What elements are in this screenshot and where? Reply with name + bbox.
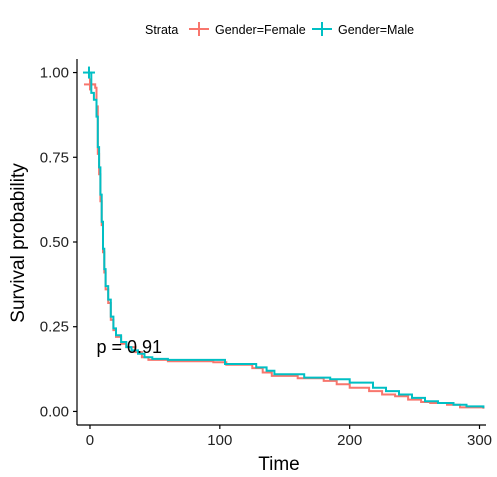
x-tick-label: 200 (337, 432, 362, 449)
x-tick-label: 0 (86, 432, 94, 449)
series-line-female (90, 83, 485, 409)
legend-item-male: Gender=Male (312, 22, 414, 37)
legend-title: Strata (145, 23, 178, 37)
legend-item-female: Gender=Female (189, 22, 306, 37)
y-tick-label: 0.00 (40, 403, 69, 420)
legend-label-female: Gender=Female (215, 23, 306, 37)
p-value-annotation: p = 0.91 (96, 337, 162, 357)
x-ticks: 0 100 200 300 (86, 425, 492, 449)
y-tick-label: 0.50 (40, 234, 69, 251)
series-line-male (90, 71, 485, 409)
y-axis-title: Survival probability (8, 163, 29, 323)
legend-label-male: Gender=Male (338, 23, 414, 37)
x-tick-label: 300 (467, 432, 492, 449)
x-tick-label: 100 (207, 432, 232, 449)
y-tick-label: 1.00 (40, 65, 69, 82)
series-layer (82, 66, 485, 409)
y-tick-label: 0.75 (40, 149, 69, 166)
y-ticks: 0.00 0.25 0.50 0.75 1.00 (40, 65, 77, 420)
y-tick-label: 0.25 (40, 319, 69, 336)
legend: Strata Gender=Female Gender=Male (145, 22, 414, 37)
x-axis-title: Time (258, 454, 300, 475)
